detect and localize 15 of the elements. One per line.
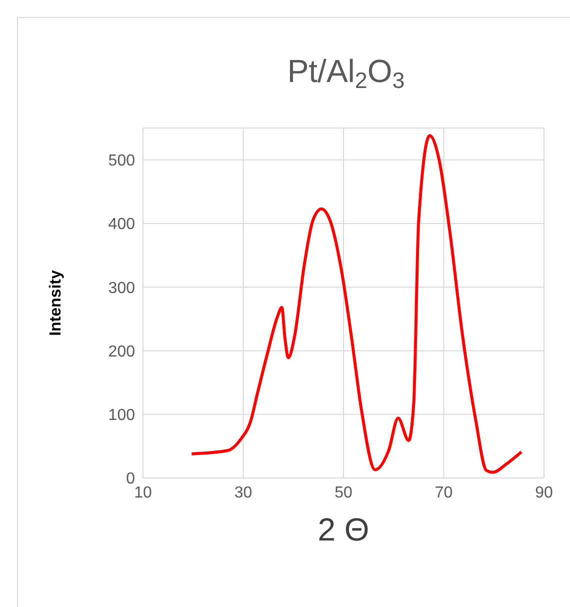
line-series <box>190 134 523 474</box>
y-tick-label: 300 <box>108 280 136 297</box>
y-tick-label: 200 <box>108 343 136 360</box>
y-tick-label: 500 <box>108 152 136 170</box>
y-tick-label: 0 <box>126 470 136 488</box>
x-tick-label: 70 <box>434 484 453 502</box>
y-tick-label: 400 <box>108 216 136 234</box>
x-tick-label: 50 <box>334 484 352 502</box>
y-axis-title: Intensity <box>48 270 65 336</box>
x-tick-label: 10 <box>134 484 152 502</box>
chart-title: Pt/Al$_{2}$O$_{3}$ <box>287 53 405 92</box>
y-tick-label: 100 <box>108 407 136 424</box>
x-tick-label: 90 <box>535 484 553 502</box>
x-axis-title: 2 Θ <box>318 512 370 548</box>
x-tick-label: 30 <box>234 484 252 502</box>
